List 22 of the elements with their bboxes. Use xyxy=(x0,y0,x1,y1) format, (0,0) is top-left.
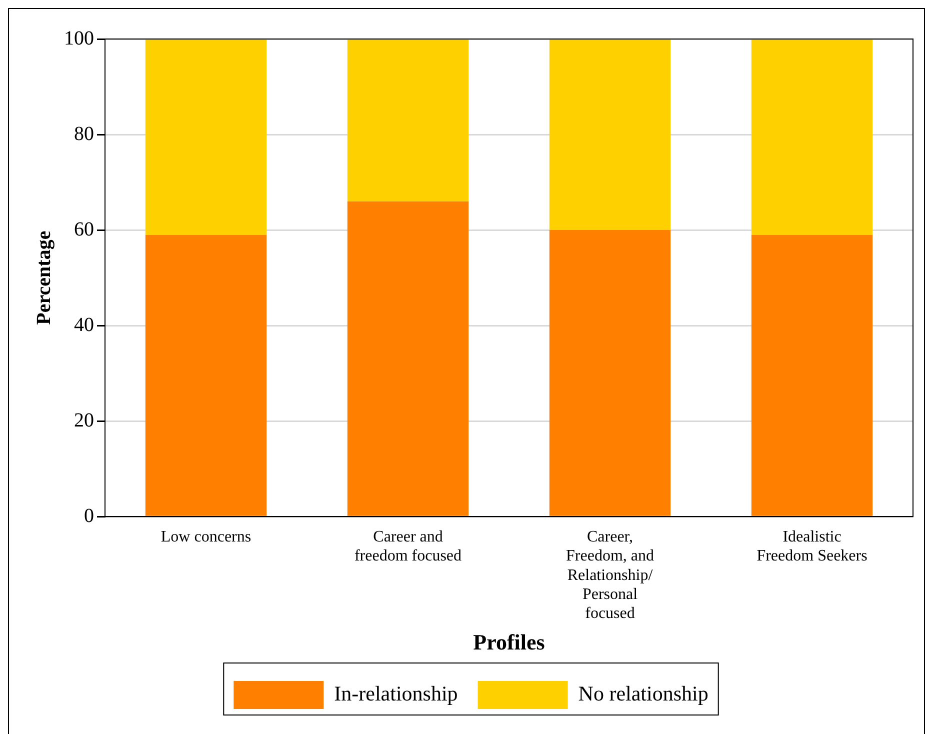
bar xyxy=(549,39,671,230)
bar xyxy=(751,234,873,516)
x-tick-label: Idealistic Freedom Seekers xyxy=(756,528,868,565)
bar xyxy=(347,201,469,516)
y-tick-label: 0 xyxy=(84,504,94,527)
bar xyxy=(145,234,267,516)
x-axis-title: Profiles xyxy=(473,629,546,654)
legend-label: No relationship xyxy=(578,682,708,706)
y-tick-label: 20 xyxy=(74,409,94,432)
x-tick-label: Career and freedom focused xyxy=(354,528,462,565)
y-tick-label: 40 xyxy=(74,314,94,336)
y-axis-title: Percentage xyxy=(33,230,56,325)
x-tick-label: Low concerns xyxy=(160,528,252,546)
x-tick-label: Career, Freedom, and Relationship/ Personal focused xyxy=(566,528,654,622)
y-tick-label: 80 xyxy=(74,122,94,145)
bar xyxy=(347,39,469,202)
bar xyxy=(145,39,267,235)
bar xyxy=(549,230,671,516)
legend-label: In-relationship xyxy=(334,682,458,706)
bar xyxy=(751,39,873,235)
y-tick-label: 100 xyxy=(64,27,94,50)
y-tick-label: 60 xyxy=(74,218,94,240)
